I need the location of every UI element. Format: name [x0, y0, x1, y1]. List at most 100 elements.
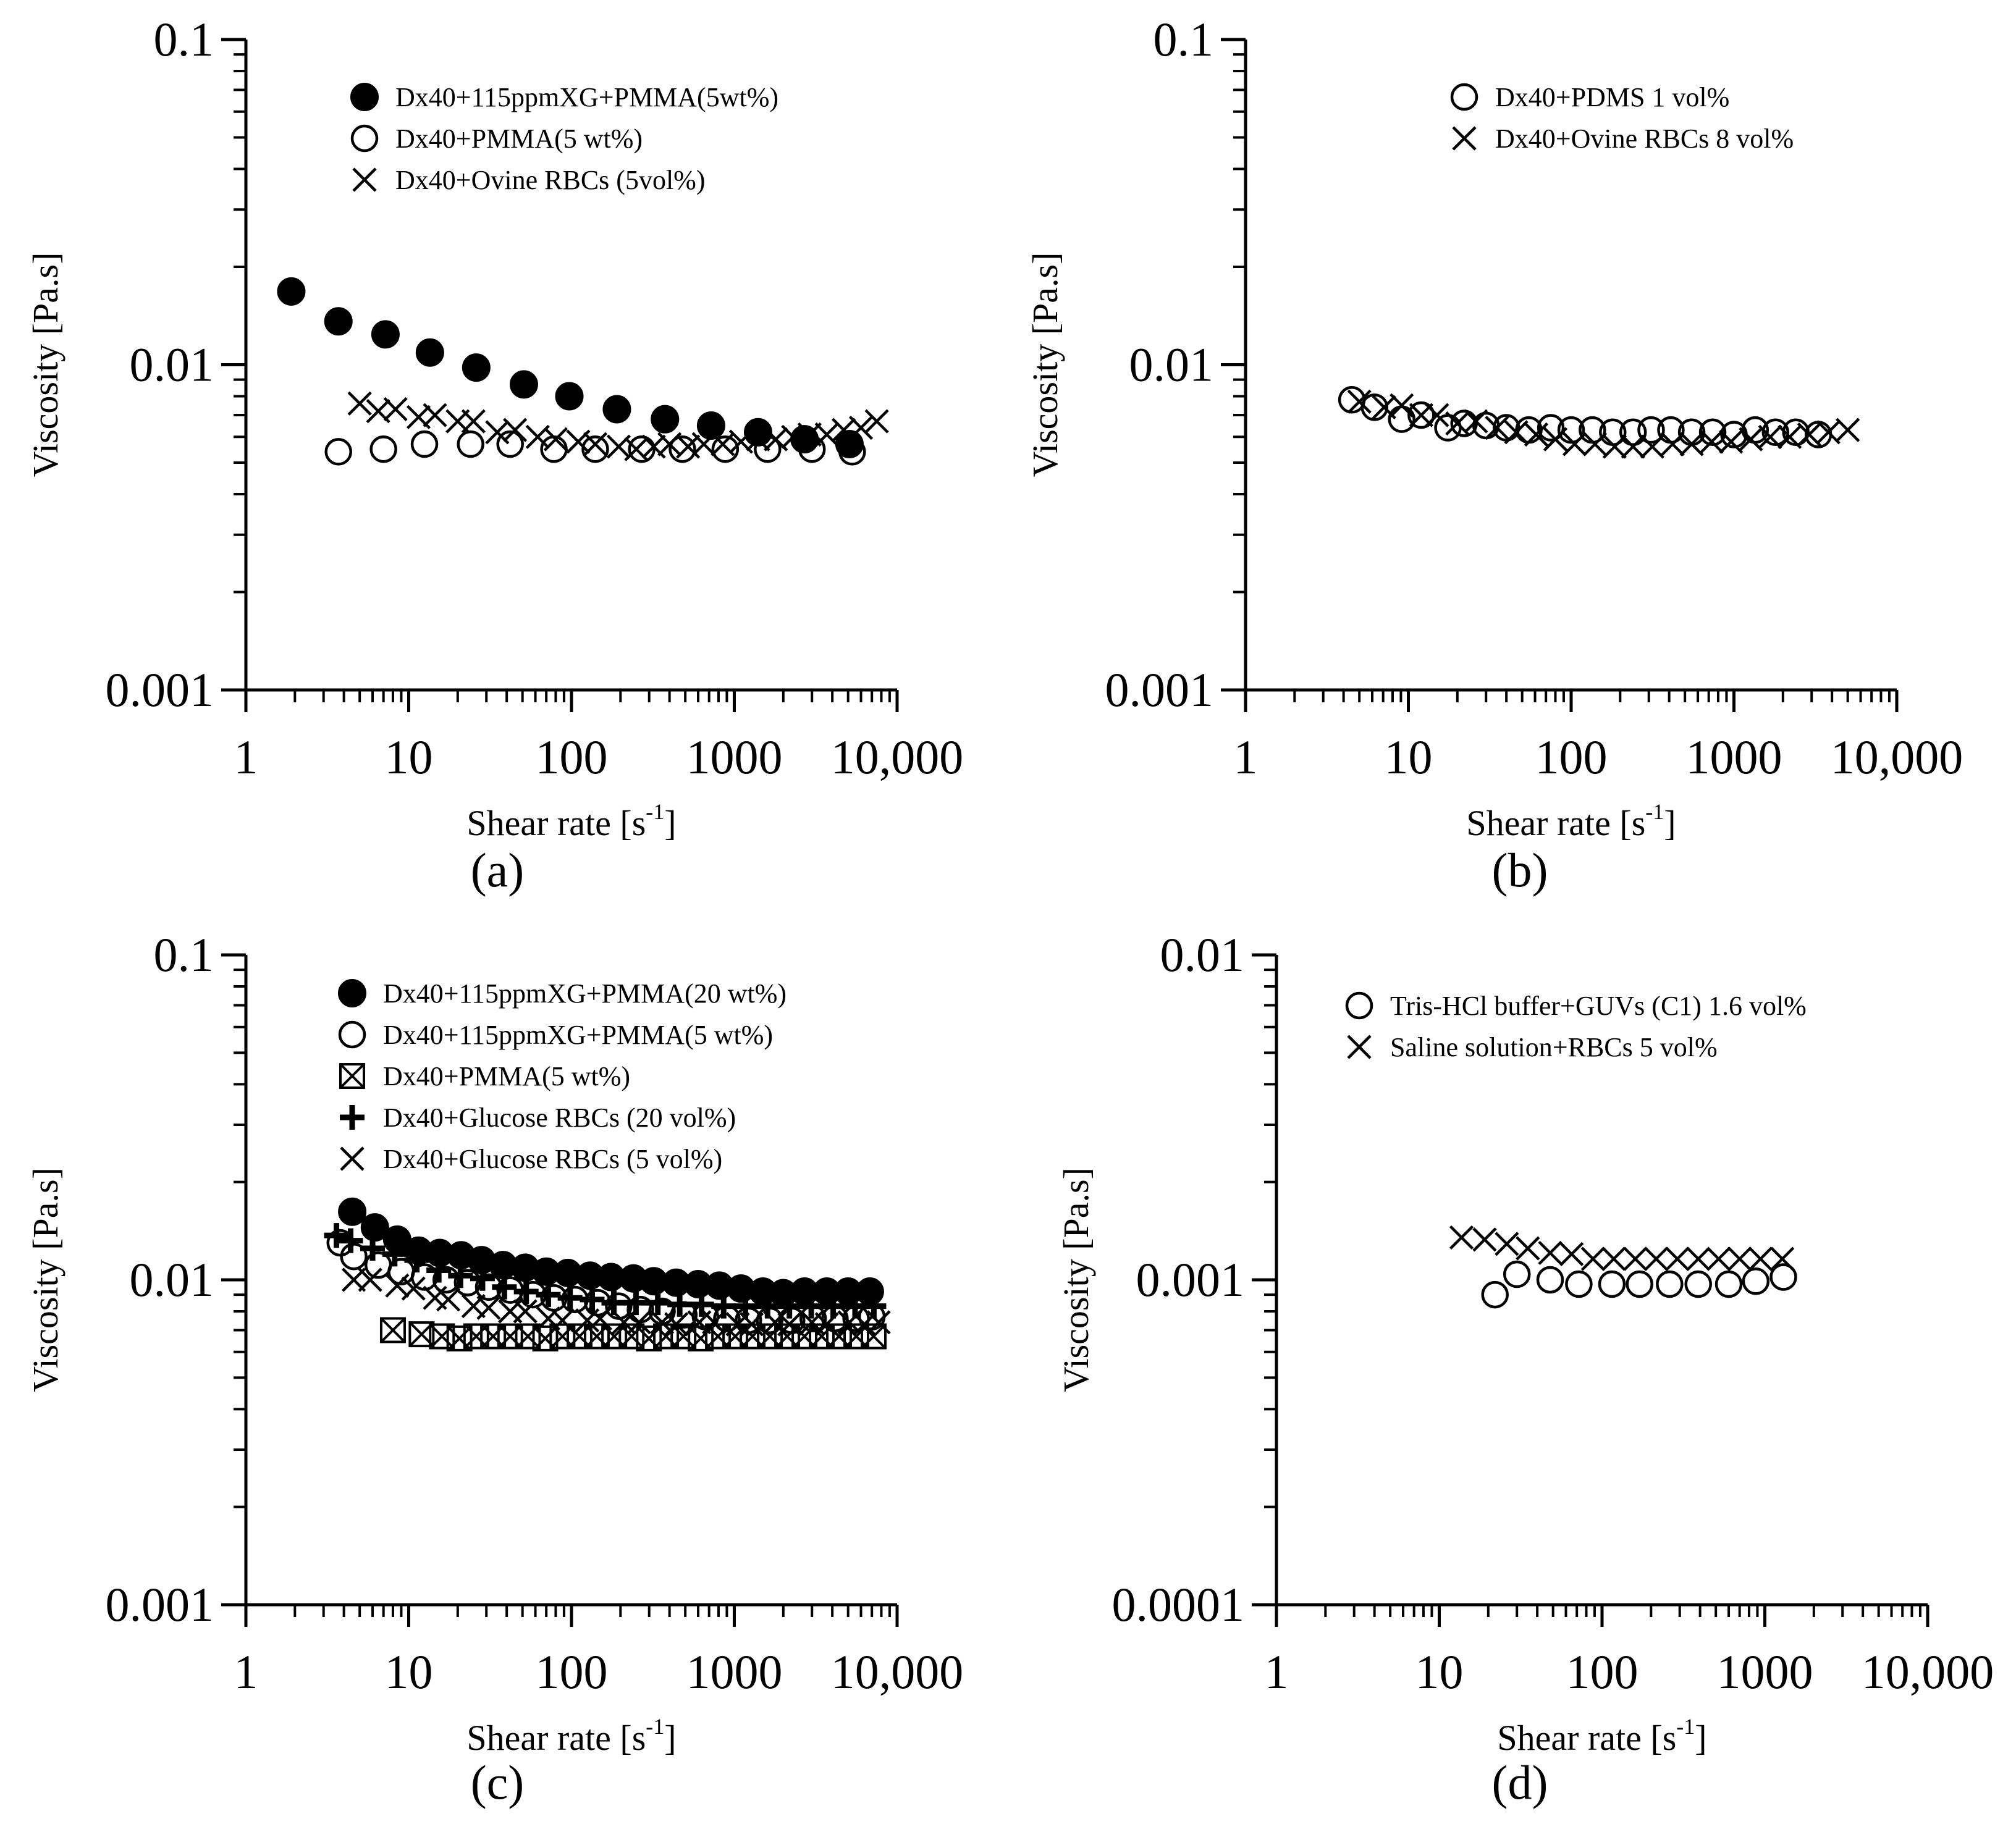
- x-axis-title: Shear rate [s-1]: [1497, 1714, 1706, 1758]
- x-tick-label: 10,000: [831, 1645, 964, 1699]
- data-point: [404, 1248, 429, 1273]
- data-point: [797, 422, 822, 447]
- series-1: [277, 277, 864, 459]
- y-axis-title: Viscosity [Pa.s]: [1056, 1167, 1096, 1392]
- data-point: [1797, 422, 1821, 447]
- data-point: [1739, 427, 1763, 452]
- data-point: [1565, 1270, 1593, 1298]
- legend-label: Dx40+PMMA(5 wt%): [383, 1061, 630, 1091]
- data-point: [1481, 1280, 1509, 1309]
- x-axis-title-main: Shear rate [s: [466, 1718, 646, 1758]
- data-point: [1699, 429, 1724, 454]
- series-5: [342, 1267, 891, 1337]
- legend-marker: [1452, 126, 1477, 151]
- data-point: [550, 1308, 575, 1333]
- legend: Dx40+115ppmXG+PMMA(20 wt%) Dx40+115ppmXG+…: [338, 978, 787, 1174]
- data-point: [1769, 1263, 1797, 1291]
- data-point: [1719, 429, 1744, 454]
- data-point: [503, 418, 528, 442]
- legend: Dx40+PDMS 1 vol% Dx40+Ovine RBCs 8 vol%: [1450, 82, 1794, 154]
- data-point: [1644, 1246, 1669, 1271]
- data-point: [746, 427, 770, 452]
- data-point: [1770, 1246, 1795, 1271]
- data-point: [696, 411, 725, 440]
- data-point: [557, 1285, 583, 1311]
- x-axis-title-main: Shear rate [s: [466, 803, 646, 843]
- y-tick-label: 0.001: [1136, 1253, 1245, 1306]
- series-2: [324, 430, 866, 466]
- data-point: [1562, 432, 1587, 456]
- data-point: [583, 432, 608, 456]
- data-point: [1637, 416, 1665, 444]
- data-point: [1761, 418, 1790, 447]
- x-tick-label: 10,000: [1862, 1645, 1994, 1699]
- data-point: [1495, 1232, 1519, 1256]
- data-point: [509, 370, 538, 399]
- panel-label: (a): [471, 843, 525, 897]
- legend-label: Dx40+115ppmXG+PMMA(5wt%): [395, 82, 778, 112]
- x-tick-label: 1: [234, 730, 258, 784]
- data-point: [820, 1293, 846, 1319]
- data-point: [401, 1276, 426, 1301]
- data-point: [470, 1266, 495, 1291]
- x-tick-label: 10,000: [831, 730, 964, 784]
- y-axis-title: Viscosity [Pa.s]: [25, 1167, 65, 1392]
- series-3: [347, 391, 889, 461]
- data-point: [426, 1258, 452, 1283]
- data-point: [777, 1312, 802, 1337]
- data-point: [1516, 1236, 1540, 1261]
- data-point: [740, 1312, 764, 1337]
- data-point: [360, 1236, 386, 1261]
- x-axis-title-superscript: -1: [1645, 799, 1664, 824]
- series-1: [1338, 386, 1833, 448]
- data-point: [626, 1310, 651, 1335]
- data-point: [382, 1242, 407, 1267]
- x-axis-title-main: Shear rate [s: [1466, 803, 1645, 843]
- x-tick-label: 1000: [686, 1645, 783, 1699]
- data-point: [1360, 393, 1389, 421]
- data-point: [1660, 432, 1685, 456]
- data-point: [1698, 418, 1727, 447]
- legend-label: Dx40+PDMS 1 vol%: [1495, 82, 1729, 112]
- data-point: [324, 307, 353, 336]
- y-tick-label: 0.01: [1160, 928, 1245, 981]
- legend-marker: [340, 1146, 365, 1171]
- data-point: [543, 427, 568, 452]
- data-point: [1538, 1240, 1563, 1266]
- chart-panel-b: 0.001 0.01 0.1 1 10 100 1000 10,000 Shear rate […: [1025, 12, 1963, 897]
- data-point: [689, 1292, 714, 1317]
- data-point: [1727, 1246, 1752, 1271]
- data-point: [628, 435, 656, 463]
- legend-marker: [352, 167, 377, 192]
- data-point: [347, 391, 372, 416]
- data-point: [581, 435, 609, 463]
- data-point: [324, 1223, 349, 1248]
- data-point: [492, 1274, 517, 1300]
- data-point: [461, 409, 486, 434]
- data-point: [448, 1263, 473, 1288]
- data-point: [462, 353, 491, 382]
- y-tick-label: 0.1: [154, 12, 214, 66]
- data-point: [1684, 1270, 1712, 1298]
- data-point: [457, 430, 484, 458]
- data-point: [1559, 1242, 1584, 1266]
- data-point: [1524, 422, 1549, 447]
- data-point: [513, 1279, 539, 1305]
- data-point: [1347, 389, 1372, 414]
- data-point: [799, 1293, 824, 1319]
- y-tick-label: 0.001: [106, 663, 214, 717]
- data-point: [371, 320, 400, 349]
- legend-marker: [339, 1063, 365, 1089]
- data-point: [1748, 1246, 1773, 1271]
- legend-marker: [340, 1105, 365, 1130]
- data-point: [476, 1295, 501, 1320]
- x-axis-title-end: ]: [1695, 1718, 1706, 1758]
- series-3: [379, 1317, 887, 1351]
- y-tick-label: 0.01: [130, 1253, 214, 1306]
- series-1: [1481, 1260, 1797, 1309]
- x-tick-label: 10: [385, 730, 433, 784]
- data-point: [667, 1292, 693, 1317]
- x-axis-title-superscript: -1: [646, 1714, 664, 1739]
- data-point: [1582, 432, 1608, 456]
